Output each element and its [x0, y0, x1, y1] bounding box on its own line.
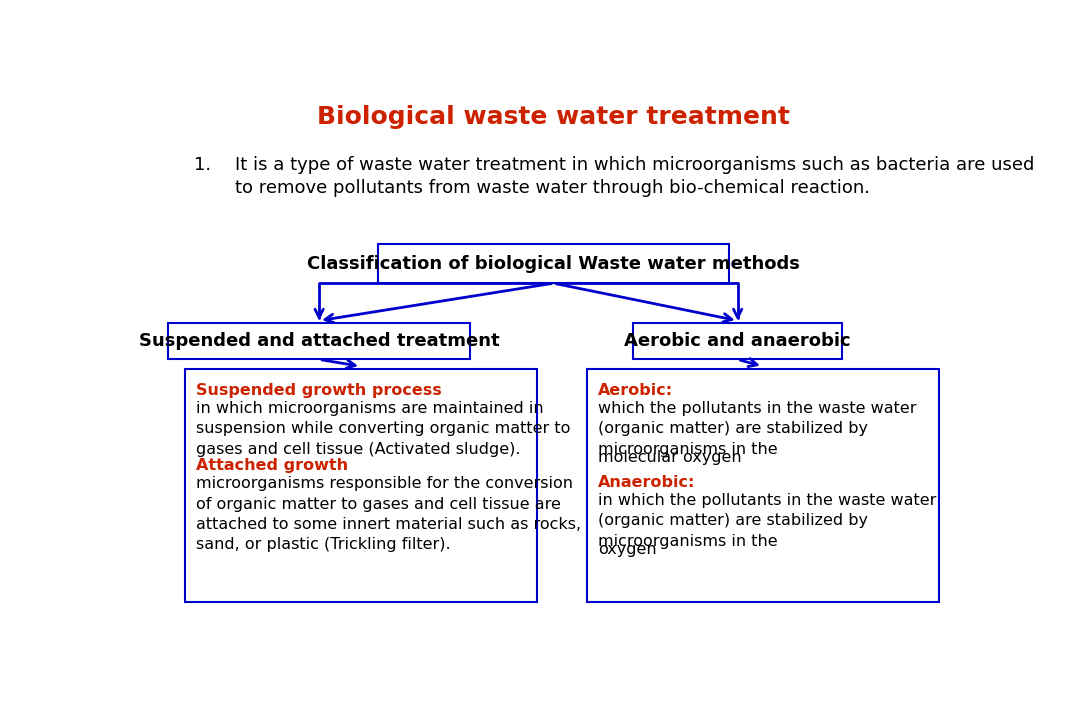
- Text: oxygen: oxygen: [598, 541, 657, 557]
- Text: Classification of biological Waste water methods: Classification of biological Waste water…: [307, 255, 800, 273]
- FancyBboxPatch shape: [186, 369, 537, 602]
- Text: Suspended growth process: Suspended growth process: [197, 383, 442, 398]
- FancyBboxPatch shape: [588, 369, 939, 602]
- Text: 1.: 1.: [193, 156, 211, 174]
- Text: Biological waste water treatment: Biological waste water treatment: [318, 105, 789, 129]
- Text: molecular oxygen: molecular oxygen: [598, 449, 742, 464]
- FancyBboxPatch shape: [633, 323, 842, 359]
- Text: biological treatment is a process in: biological treatment is a process in: [1076, 383, 1080, 398]
- Text: Attached growth: Attached growth: [197, 459, 348, 474]
- Text: which the pollutants in the waste water
(organic matter) are stabilized by
micro: which the pollutants in the waste water …: [598, 401, 916, 456]
- FancyBboxPatch shape: [378, 244, 729, 283]
- Text: microorganisms responsible for the conversion
of organic matter to gases and cel: microorganisms responsible for the conve…: [197, 476, 581, 552]
- Text: Anaerobic:: Anaerobic:: [598, 475, 696, 490]
- Text: Suspended and attached treatment: Suspended and attached treatment: [139, 333, 499, 351]
- Text: in which the pollutants in the waste water
(organic matter) are stabilized by
mi: in which the pollutants in the waste wat…: [598, 492, 936, 549]
- Text: Aerobic:: Aerobic:: [598, 383, 673, 398]
- Text: in which microorganisms are maintained in
suspension while converting organic ma: in which microorganisms are maintained i…: [197, 401, 570, 456]
- FancyBboxPatch shape: [168, 323, 470, 359]
- Text: It is a type of waste water treatment in which microorganisms such as bacteria a: It is a type of waste water treatment in…: [235, 156, 1035, 197]
- Text: Aerobic and anaerobic: Aerobic and anaerobic: [624, 333, 851, 351]
